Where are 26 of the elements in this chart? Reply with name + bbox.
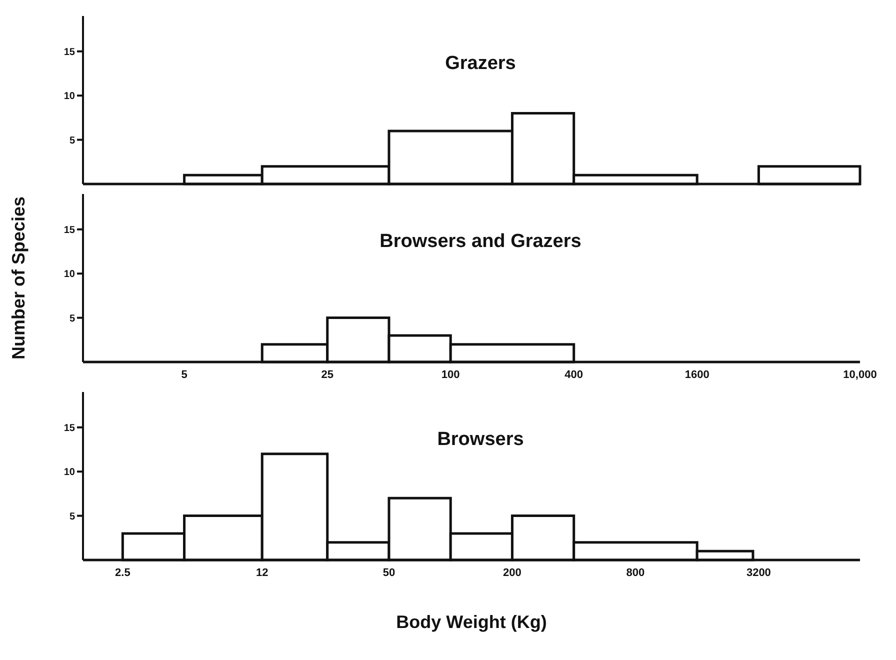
y-tick-label: 15: [64, 46, 76, 58]
x-tick-label: 1600: [684, 368, 710, 381]
y-tick-label: 15: [64, 422, 76, 434]
y-tick-label: 5: [69, 135, 76, 146]
x-tick-label: 25: [321, 368, 334, 381]
y-tick-label: 5: [69, 313, 76, 324]
y-tick-label: 10: [64, 269, 76, 280]
x-tick-label: 50: [382, 566, 396, 579]
x-tick-label: 800: [626, 566, 645, 579]
y-axis-title: Number of Species: [8, 196, 28, 360]
x-tick-label: 200: [503, 566, 522, 579]
x-tick-label: 100: [441, 368, 460, 381]
x-tick-label: 3200: [746, 566, 771, 579]
x-tick-label: 10,000: [843, 368, 877, 381]
y-tick-label: 10: [64, 91, 76, 102]
x-axis-title: Body Weight (Kg): [396, 612, 547, 632]
y-tick-label: 15: [64, 224, 76, 236]
x-tick-label: 2.5: [115, 566, 130, 579]
text: Browsers and Grazers: [378, 231, 582, 253]
x-tick-label: 5: [181, 368, 188, 381]
x-tick-label: 12: [256, 566, 268, 579]
text: Grazers: [444, 53, 517, 75]
text: Browsers: [436, 429, 525, 451]
x-tick-label: 400: [564, 368, 584, 381]
y-tick-label: 5: [69, 511, 76, 522]
y-tick-label: 10: [64, 467, 76, 478]
